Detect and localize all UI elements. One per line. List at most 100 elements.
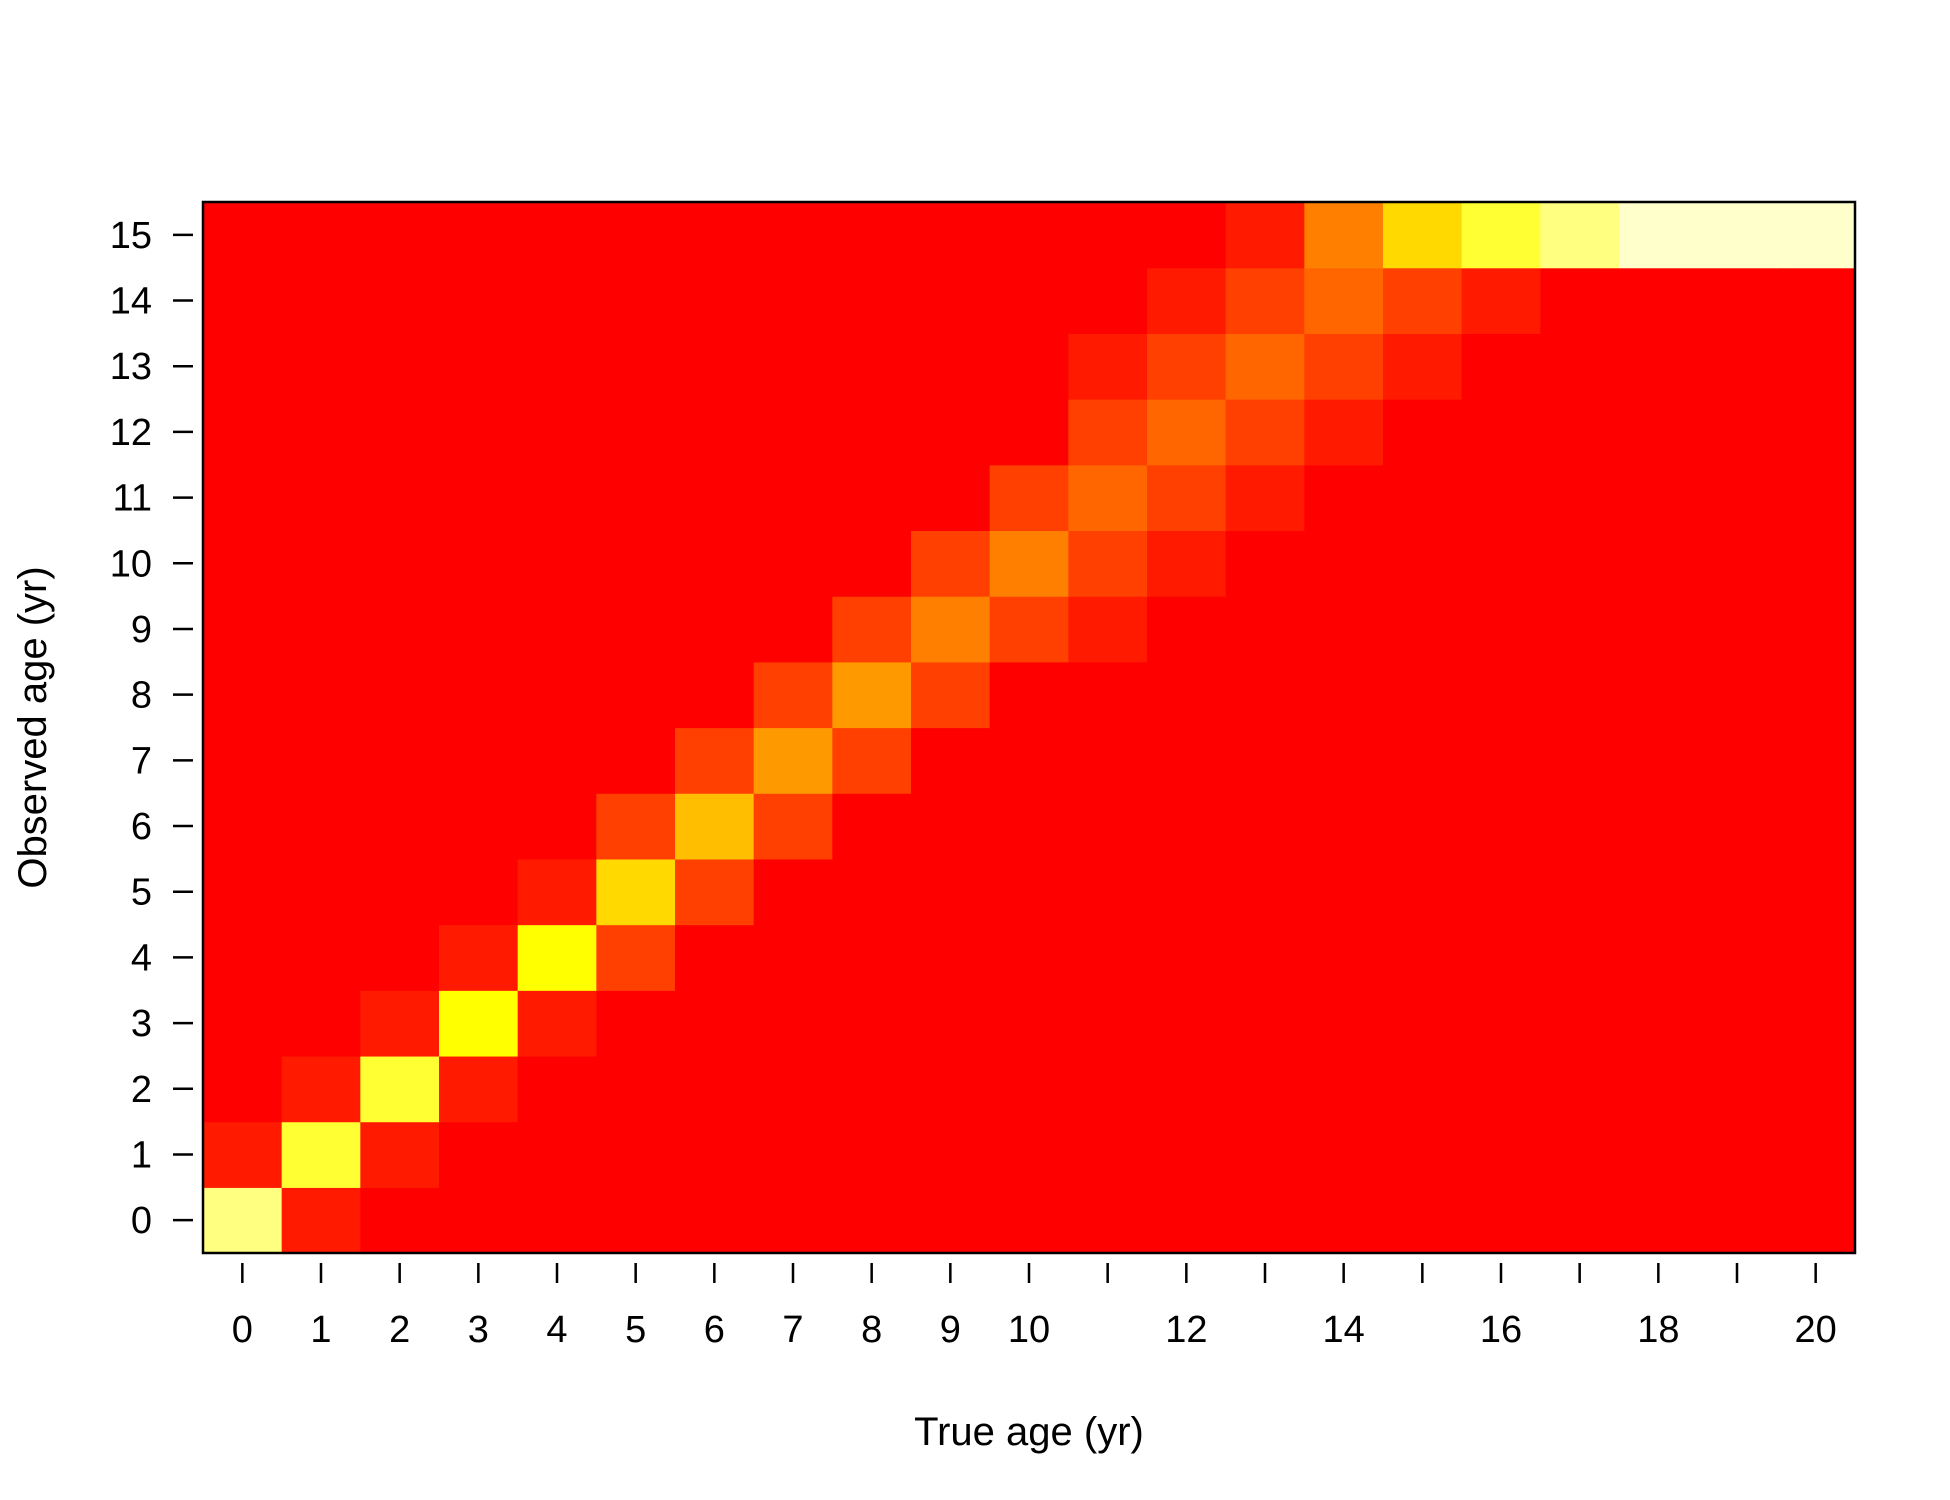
heatmap-cell	[1304, 924, 1384, 991]
heatmap-cell	[1619, 530, 1699, 597]
heatmap-cell	[1461, 530, 1541, 597]
heatmap-cell	[1147, 1187, 1227, 1254]
heatmap-cell	[1225, 333, 1305, 400]
heatmap-cell	[517, 661, 597, 729]
x-tick-label: 16	[1480, 1309, 1522, 1351]
heatmap-cell	[675, 1187, 755, 1254]
heatmap-cell	[1068, 267, 1148, 334]
heatmap-cell	[1304, 596, 1384, 663]
y-tick-label: 6	[131, 806, 152, 848]
heatmap-cell	[1776, 661, 1856, 729]
heatmap-cell	[596, 596, 676, 663]
heatmap-cell	[281, 793, 361, 860]
heatmap-cell	[360, 661, 440, 729]
y-tick-label: 8	[131, 675, 152, 717]
heatmap-cell	[753, 727, 833, 794]
heatmap-cell	[911, 1187, 991, 1254]
heatmap-cell	[517, 727, 597, 794]
heatmap-cell	[832, 727, 912, 794]
y-tick-label: 2	[131, 1069, 152, 1111]
x-tick-label: 18	[1637, 1309, 1679, 1351]
heatmap-cell	[517, 464, 597, 532]
heatmap-cell	[360, 858, 440, 926]
heatmap-cell	[360, 1187, 440, 1254]
heatmap-cell	[517, 793, 597, 860]
heatmap-cell	[753, 990, 833, 1057]
heatmap-cell	[753, 530, 833, 597]
heatmap-cell	[1461, 464, 1541, 532]
x-tick-label: 1	[310, 1309, 331, 1351]
heatmap-cell	[439, 530, 519, 597]
heatmap-cell	[1383, 990, 1463, 1057]
heatmap-cell	[1619, 661, 1699, 729]
heatmap-cell	[675, 202, 755, 269]
heatmap-cell	[1225, 399, 1305, 466]
heatmap-cell	[1383, 333, 1463, 400]
heatmap-cell	[1776, 1121, 1856, 1188]
heatmap-cell	[1776, 990, 1856, 1057]
y-tick-label: 3	[131, 1003, 152, 1045]
x-tick-label: 20	[1795, 1309, 1837, 1351]
heatmap-cell	[1776, 793, 1856, 860]
heatmap-cell	[832, 464, 912, 532]
heatmap-cell	[1776, 267, 1856, 334]
heatmap-cell	[1383, 661, 1463, 729]
x-tick-label: 9	[940, 1309, 961, 1351]
heatmap-cell	[360, 267, 440, 334]
heatmap-cell	[281, 1187, 361, 1254]
heatmap-cell	[1697, 267, 1777, 334]
heatmap-cell	[1147, 333, 1227, 400]
heatmap-cell	[1383, 267, 1463, 334]
plot-frame	[201, 200, 1857, 1255]
heatmap-cell	[989, 1121, 1069, 1188]
heatmap-cell	[281, 990, 361, 1057]
heatmap-cell	[1540, 1187, 1620, 1254]
heatmap-cell	[989, 1187, 1069, 1254]
heatmap-cell	[832, 793, 912, 860]
heatmap-cell	[517, 267, 597, 334]
heatmap-cell	[1540, 596, 1620, 663]
heatmap-cell	[439, 399, 519, 466]
heatmap-cell	[1619, 793, 1699, 860]
heatmap-cell	[1776, 464, 1856, 532]
x-tick-label: 8	[861, 1309, 882, 1351]
heatmap-cell	[1225, 596, 1305, 663]
heatmap-cell	[989, 399, 1069, 466]
heatmap-cell	[1068, 858, 1148, 926]
heatmap-cell	[1147, 924, 1227, 991]
x-tick-label: 7	[782, 1309, 803, 1351]
heatmap-cell	[1068, 1187, 1148, 1254]
heatmap-cell	[911, 1055, 991, 1123]
heatmap-cell	[596, 202, 676, 269]
heatmap-cell	[1776, 596, 1856, 663]
heatmap-cell	[1697, 1121, 1777, 1188]
heatmap-cell	[1619, 1121, 1699, 1188]
heatmap-cell	[1147, 530, 1227, 597]
heatmap-cell	[989, 596, 1069, 663]
heatmap-cell	[1147, 727, 1227, 794]
heatmap-cell	[832, 1121, 912, 1188]
heatmap-cell	[596, 990, 676, 1057]
heatmap-cell	[1383, 1121, 1463, 1188]
heatmap-cell	[1776, 333, 1856, 400]
heatmap-cell	[439, 202, 519, 269]
heatmap-cell	[1776, 399, 1856, 466]
heatmap-cell	[989, 990, 1069, 1057]
heatmap-cell	[1776, 1055, 1856, 1123]
heatmap-cell	[675, 464, 755, 532]
heatmap-cell	[1304, 858, 1384, 926]
heatmap-cell	[203, 924, 283, 991]
heatmap-cell	[439, 858, 519, 926]
heatmap-cell	[1540, 1121, 1620, 1188]
heatmap-cell	[911, 530, 991, 597]
heatmap-cell	[1225, 990, 1305, 1057]
heatmap-cell	[1304, 333, 1384, 400]
heatmap-cell	[911, 924, 991, 991]
heatmap-cell	[1461, 727, 1541, 794]
heatmap-cell	[753, 924, 833, 991]
heatmap-cell	[1776, 1187, 1856, 1254]
heatmap-cell	[1147, 661, 1227, 729]
heatmap-cell	[753, 1121, 833, 1188]
